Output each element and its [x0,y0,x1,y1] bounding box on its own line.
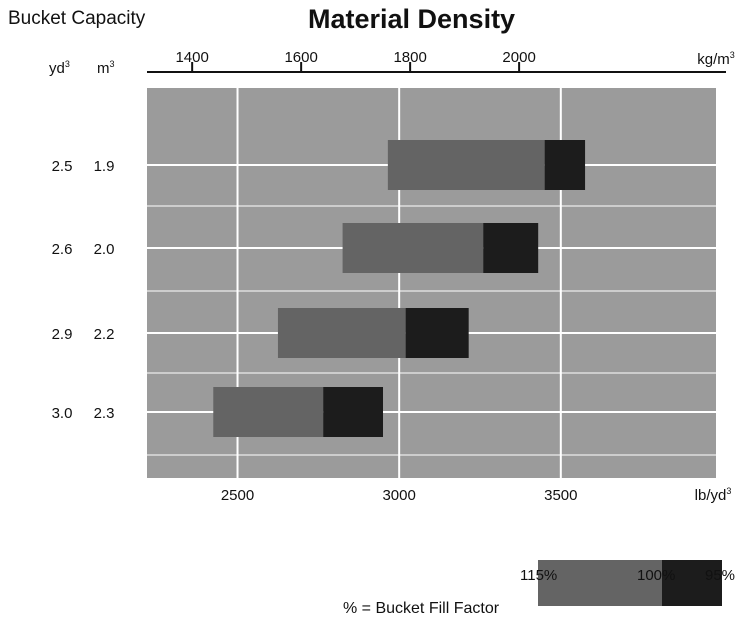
category-label-yd3: 2.6 [52,241,73,258]
top-axis-label: kg/m3 [697,50,735,68]
category-label-m3: 2.0 [94,241,115,258]
bar-100-to-95 [405,308,469,358]
bar-100-to-95 [323,387,384,437]
legend-label: % = Bucket Fill Factor [343,600,500,617]
top-tick-label: 2000 [502,49,535,66]
m3-column-header: m3 [97,59,115,77]
bottom-tick-label: 2500 [221,487,254,504]
bar-100-to-95 [483,223,539,273]
top-tick-label: 1800 [393,49,426,66]
top-tick-label: 1600 [284,49,317,66]
bar-115-to-100 [342,223,484,273]
bar-100-to-95 [544,140,586,190]
bottom-axis-label: lb/yd3 [695,486,732,504]
legend-100-label: 100% [637,567,676,584]
legend-95-label: 95% [705,567,736,584]
legend-swatch-100-95 [662,560,722,606]
chart-title: Material Density [308,4,516,34]
bar-115-to-100 [387,140,545,190]
bucket-capacity-title: Bucket Capacity [8,8,146,29]
yd3-column-header: yd3 [49,59,70,77]
bar-115-to-100 [277,308,406,358]
legend-swatch-115-100 [538,560,662,606]
category-label-m3: 2.2 [94,326,115,343]
category-label-m3: 1.9 [94,158,115,175]
category-label-yd3: 2.5 [52,158,73,175]
category-label-m3: 2.3 [94,405,115,422]
category-label-yd3: 2.9 [52,326,73,343]
legend-115-label: 115% [520,567,558,584]
bar-115-to-100 [213,387,324,437]
bottom-tick-label: 3000 [382,487,415,504]
top-tick-label: 1400 [175,49,208,66]
bottom-tick-label: 3500 [544,487,577,504]
category-label-yd3: 3.0 [52,405,73,422]
